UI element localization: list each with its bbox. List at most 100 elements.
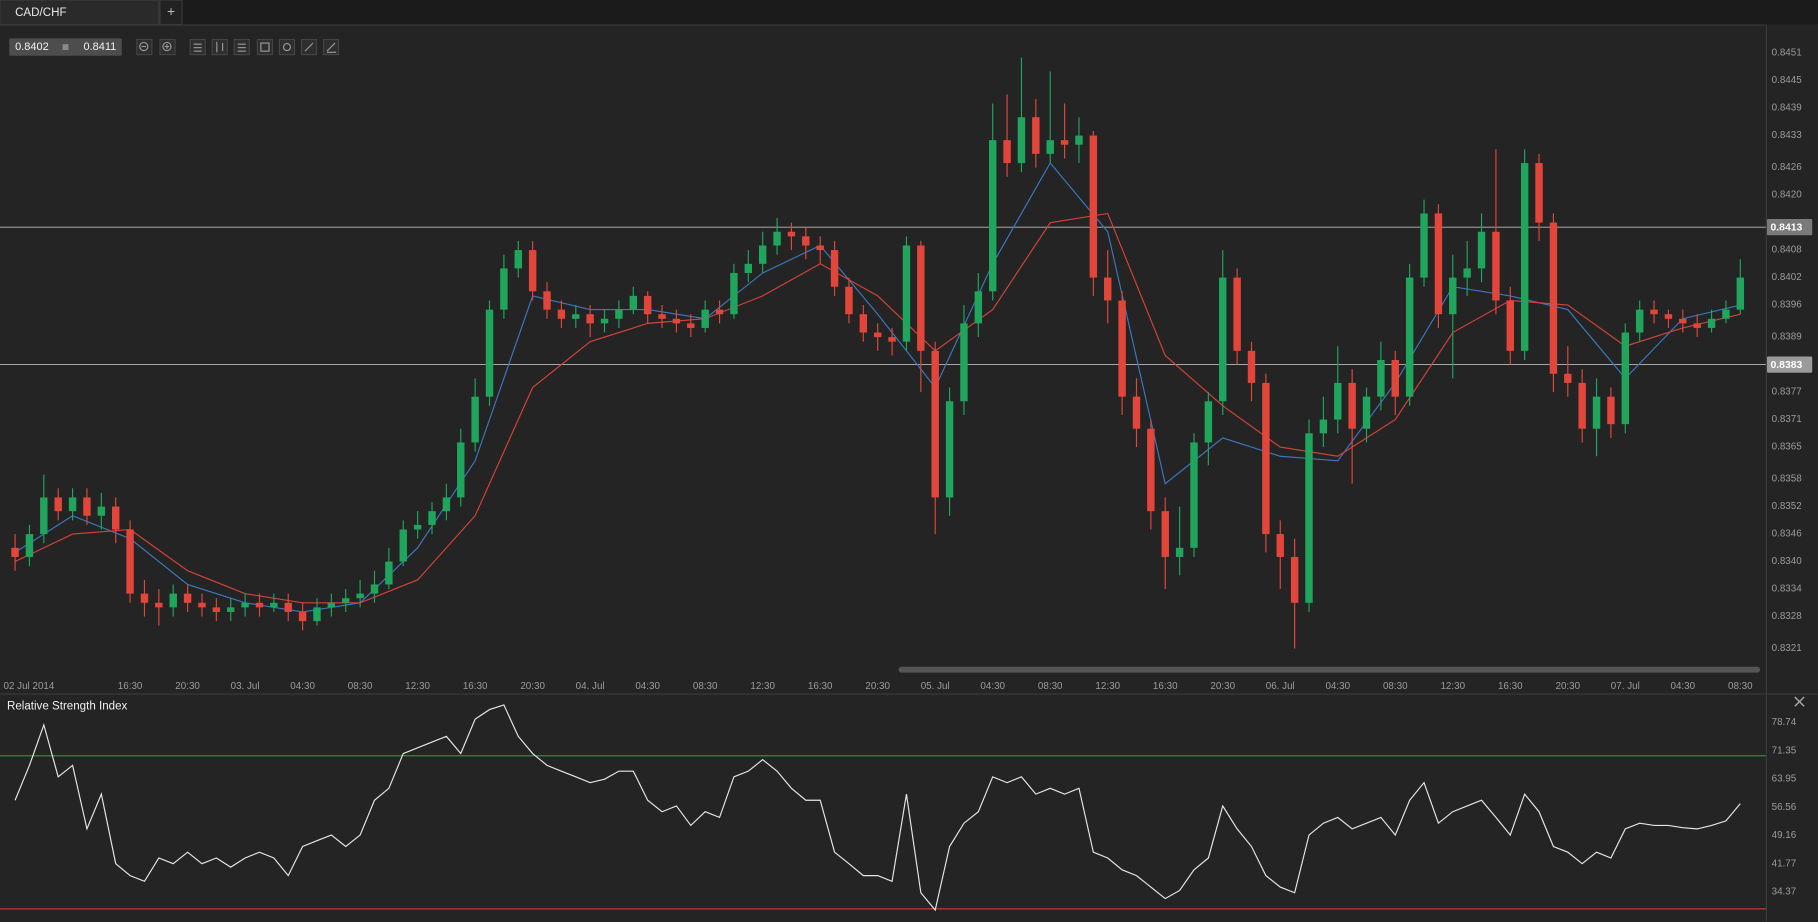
x-tick-label: 04. Jul <box>576 681 605 692</box>
candle-body <box>658 314 666 319</box>
y-tick-label: 0.8420 <box>1772 190 1803 201</box>
candle-body <box>227 607 235 612</box>
candle-body <box>974 291 983 324</box>
candle-body <box>1607 396 1615 425</box>
y-tick-label: 0.8321 <box>1772 643 1802 654</box>
settings[interactable] <box>233 38 250 56</box>
candle-body <box>212 607 221 612</box>
x-tick-label: 08:30 <box>1383 681 1408 692</box>
draw-tool[interactable] <box>300 38 318 56</box>
candle-body <box>1104 277 1112 301</box>
candle-body <box>1147 428 1155 512</box>
candle-body <box>816 245 824 251</box>
y-tick-label: 63.95 <box>1772 774 1797 785</box>
candle-body <box>1477 231 1486 269</box>
candle-body <box>528 250 537 292</box>
chart-type[interactable] <box>211 38 228 56</box>
candle-body <box>600 318 609 324</box>
candle-body <box>572 314 580 319</box>
candle-body <box>744 263 753 273</box>
y-tick-label: 0.8426 <box>1772 162 1803 173</box>
candle-body <box>1290 556 1299 603</box>
candle-body <box>327 602 336 608</box>
candle-body <box>1334 382 1342 420</box>
candle-body <box>715 309 724 315</box>
y-tick-label: 0.8346 <box>1772 529 1803 540</box>
rsi-line <box>14 704 1741 912</box>
objects[interactable] <box>278 38 296 56</box>
add-tab-label[interactable]: + <box>167 3 175 19</box>
x-tick-label: 16:30 <box>808 681 833 692</box>
x-tick-label: 20:30 <box>520 681 545 692</box>
zoom-out[interactable] <box>136 38 153 56</box>
candle-body <box>298 611 307 622</box>
candle-body <box>385 561 393 585</box>
price-marker-label: 0.8413 <box>1770 223 1802 234</box>
candle-body <box>1276 534 1284 557</box>
tab-title[interactable]: CAD/CHF <box>15 7 66 19</box>
candle-body <box>83 497 91 516</box>
candle-body <box>284 602 292 612</box>
candle-body <box>514 250 522 269</box>
tab-bar <box>0 0 1818 25</box>
candle-body <box>643 295 652 315</box>
candle-body <box>1520 163 1529 351</box>
candle-body <box>1679 318 1687 324</box>
x-tick-label: 05. Jul <box>921 681 950 692</box>
candle-body <box>1247 350 1256 383</box>
candle-body <box>457 442 465 498</box>
x-tick-label: 04:30 <box>290 681 315 692</box>
candle-body <box>960 323 968 402</box>
x-tick-label: 04:30 <box>1325 681 1350 692</box>
indicators[interactable] <box>256 38 274 56</box>
y-tick-label: 0.8365 <box>1772 442 1803 453</box>
y-tick-label: 34.37 <box>1772 887 1797 898</box>
candle-body <box>1161 511 1169 557</box>
candle-body <box>370 584 379 594</box>
scrollbar[interactable] <box>898 666 1761 673</box>
y-tick-label: 0.8439 <box>1772 103 1803 114</box>
candle-body <box>1204 401 1213 443</box>
x-tick-label: 08:30 <box>1728 681 1753 692</box>
candle-body <box>126 529 134 594</box>
x-tick-label: 16:30 <box>463 681 488 692</box>
candle-body <box>1132 396 1141 429</box>
candle-body <box>802 236 810 246</box>
candle-body <box>1233 277 1241 351</box>
quote-separator <box>62 44 69 50</box>
timeframe[interactable] <box>189 38 206 56</box>
candle-body <box>873 332 882 338</box>
candle-body <box>198 602 206 608</box>
candle-body <box>1046 140 1054 154</box>
y-tick-label: 78.74 <box>1772 717 1797 728</box>
pencil-tool[interactable] <box>322 38 340 56</box>
candle-body <box>1305 433 1313 603</box>
candle-body <box>25 534 34 557</box>
plots: 0.8451 0.8445 0.8439 0.8433 0.8426 0.8420 0.84… <box>0 48 1813 912</box>
x-tick-label: 12:30 <box>1440 681 1465 692</box>
candle-body <box>758 245 767 264</box>
candle-body <box>615 309 623 319</box>
zoom-in[interactable] <box>159 38 176 56</box>
candle-body <box>313 607 321 622</box>
candle-body <box>1391 360 1399 397</box>
candle-body <box>1592 396 1601 429</box>
candle-body <box>270 602 278 608</box>
candle-body <box>1089 135 1098 278</box>
candle-body <box>183 593 192 603</box>
candle-body <box>902 245 911 342</box>
y-tick-label: 0.8358 <box>1772 474 1803 485</box>
candle-body <box>1449 277 1457 315</box>
tab[interactable] <box>0 0 160 26</box>
candle-body <box>1219 277 1227 402</box>
candle-body <box>155 602 163 608</box>
candle-body <box>442 497 451 512</box>
x-tick-label: 16:30 <box>1498 681 1523 692</box>
candle-body <box>1635 309 1644 333</box>
close-indicator[interactable] <box>1794 696 1805 707</box>
candle-body <box>888 337 896 342</box>
x-tick-label: 12:30 <box>405 681 430 692</box>
y-tick-label: 0.8451 <box>1772 48 1802 59</box>
candle-body <box>413 524 422 530</box>
